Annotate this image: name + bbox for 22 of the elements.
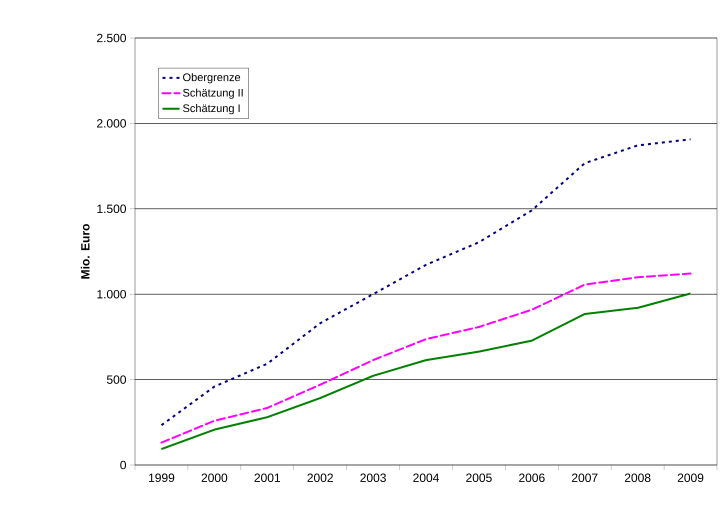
x-tick-label: 2001 (254, 474, 280, 482)
legend-label: Obergrenze (183, 73, 240, 84)
y-tick-label: 2.000 (97, 119, 126, 128)
line-series (160, 138, 692, 426)
x-tick-label: 2005 (466, 474, 492, 482)
y-tick-label: 2.500 (97, 34, 126, 42)
y-axis-title: Mio. Euro (80, 224, 90, 279)
x-tick-label: 2006 (519, 474, 545, 482)
x-tick-label: 2009 (678, 474, 704, 482)
legend-label: Schätzung II (183, 88, 243, 99)
x-tick-label: 1999 (149, 474, 174, 482)
x-tick-label: 2003 (360, 474, 386, 482)
y-tick-label: 500 (106, 375, 126, 384)
legend-label: Schätzung I (183, 104, 240, 114)
x-tick-label: 2008 (624, 474, 650, 482)
y-tick-label: 1.500 (97, 204, 126, 214)
y-tick-label: 0 (120, 460, 126, 470)
x-tick-label: 2000 (202, 474, 228, 482)
x-tick-label: 2004 (413, 474, 439, 482)
y-tick-label: 1.000 (97, 290, 126, 298)
x-tick-label: 2002 (307, 474, 333, 482)
x-tick-label: 2007 (572, 474, 598, 482)
